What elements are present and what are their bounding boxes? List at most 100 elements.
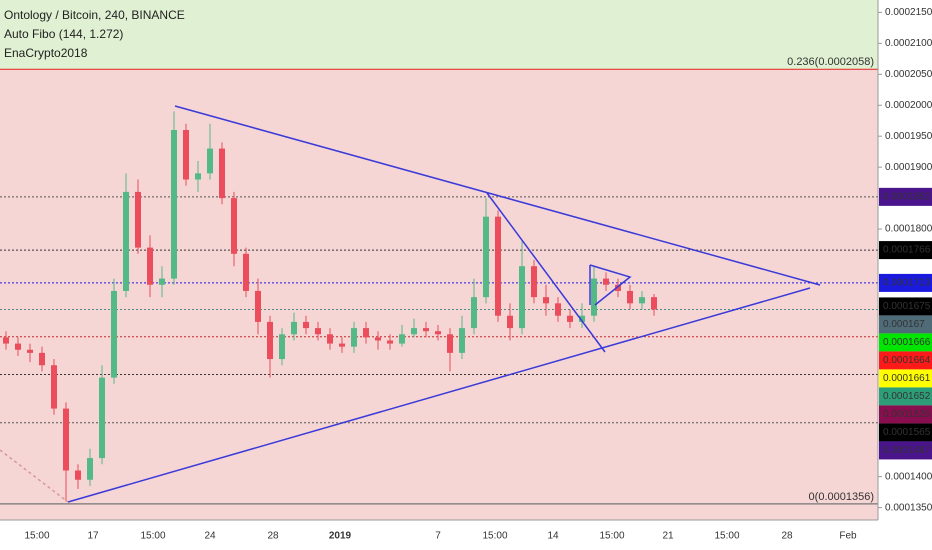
- candle-body: [363, 328, 369, 338]
- trendline: [0, 449, 69, 503]
- price-badge: [879, 241, 932, 260]
- candle-body: [339, 343, 345, 347]
- candle-body: [351, 328, 357, 347]
- price-badge: [879, 187, 932, 206]
- price-badge: [879, 333, 932, 352]
- candle-body: [423, 328, 429, 332]
- trendline: [174, 105, 821, 286]
- fib-label: 0.236(0.0002058): [787, 56, 874, 68]
- price-badge-label: 0.0001487: [883, 445, 931, 456]
- x-tick-label: 15:00: [482, 531, 507, 542]
- price-badge-label: 0.0001713: [883, 278, 931, 289]
- price-badge: [879, 315, 932, 334]
- candle-body: [147, 247, 153, 285]
- candle-body: [303, 321, 309, 329]
- candle-body: [375, 337, 381, 341]
- y-tick-label: 0.0001350: [885, 502, 932, 513]
- x-tick-label: 15:00: [140, 531, 165, 542]
- candle-body: [3, 337, 9, 344]
- candle-body: [111, 290, 117, 378]
- candle-body: [99, 377, 105, 459]
- candle-body: [543, 297, 549, 304]
- price-badge: [879, 441, 932, 460]
- candle-body: [531, 266, 537, 298]
- price-badge-label: 0.0001675: [883, 301, 931, 312]
- x-tick-label: 28: [267, 531, 279, 542]
- candle-body: [87, 458, 93, 480]
- price-badge: [879, 387, 932, 406]
- candle-body: [219, 148, 225, 199]
- candle-body: [159, 278, 165, 285]
- candle-body: [51, 365, 57, 409]
- candle-body: [603, 278, 609, 285]
- price-badge: [879, 297, 932, 316]
- fib-zone: [0, 0, 878, 70]
- y-tick-label: 0.0002100: [885, 38, 932, 49]
- y-tick-label: 0.0001400: [885, 471, 932, 482]
- x-tick-label: 14: [547, 531, 559, 542]
- candle-body: [591, 278, 597, 316]
- price-badge: [879, 351, 932, 370]
- candle-body: [615, 284, 621, 291]
- candle-body: [579, 315, 585, 322]
- y-tick-label: 0.0002150: [885, 7, 932, 18]
- candle-body: [567, 315, 573, 322]
- chart-title: Ontology / Bitcoin, 240, BINANCE: [4, 8, 185, 22]
- candle-body: [627, 290, 633, 304]
- x-tick-label: 15:00: [24, 531, 49, 542]
- candle-body: [651, 297, 657, 310]
- candle-body: [399, 334, 405, 344]
- candle-body: [555, 303, 561, 316]
- candle-body: [387, 340, 393, 344]
- candle-body: [471, 297, 477, 329]
- y-tick-label: 0.0001950: [885, 131, 932, 142]
- candle-body: [279, 334, 285, 360]
- y-tick-label: 0.0001900: [885, 162, 932, 173]
- candle-body: [435, 331, 441, 335]
- candle-body: [507, 315, 513, 329]
- candle-body: [39, 352, 45, 366]
- candle-body: [483, 216, 489, 298]
- x-tick-label: 15:00: [714, 531, 739, 542]
- candle-body: [123, 191, 129, 291]
- x-tick-label: 24: [204, 531, 216, 542]
- x-tick-label: Feb: [839, 531, 857, 542]
- trendline: [67, 287, 811, 503]
- candle-body: [267, 321, 273, 360]
- price-badge-label: 0.0001565: [883, 427, 931, 438]
- candle-body: [639, 297, 645, 304]
- x-tick-label: 28: [781, 531, 793, 542]
- price-badge-label: 0.0001626: [883, 409, 931, 420]
- candle-body: [183, 130, 189, 180]
- price-badge: [879, 423, 932, 442]
- price-badge: [879, 405, 932, 424]
- candle-body: [447, 334, 453, 353]
- candle-body: [135, 191, 141, 248]
- candle-body: [243, 253, 249, 291]
- x-tick-label: 2019: [329, 531, 352, 542]
- candle-body: [15, 343, 21, 350]
- price-badge-label: 0.0001766: [883, 245, 931, 256]
- price-badge: [879, 369, 932, 388]
- candle-body: [459, 328, 465, 353]
- x-tick-label: 15:00: [599, 531, 624, 542]
- y-tick-label: 0.0002050: [885, 69, 932, 80]
- price-badge-label: 0.0001661: [883, 373, 931, 384]
- candle-body: [327, 334, 333, 344]
- candle-body: [171, 130, 177, 279]
- fib-label: 0(0.0001356): [809, 491, 874, 503]
- price-badge-label: 0.0001666: [883, 337, 931, 348]
- x-tick-label: 17: [87, 531, 99, 542]
- candle-body: [519, 266, 525, 329]
- candle-body: [315, 328, 321, 335]
- candle-body: [207, 148, 213, 174]
- y-tick-label: 0.0002000: [885, 100, 932, 111]
- candle-body: [495, 216, 501, 316]
- author: EnaCrypto2018: [4, 46, 88, 60]
- y-tick-label: 0.0001800: [885, 224, 932, 235]
- candle-body: [231, 198, 237, 254]
- trendline: [486, 192, 606, 353]
- x-tick-label: 7: [435, 531, 441, 542]
- plot-background: [0, 0, 878, 520]
